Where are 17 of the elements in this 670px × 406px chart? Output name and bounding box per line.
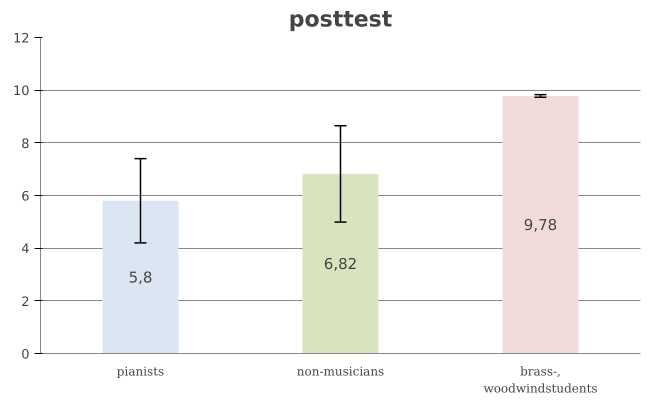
chart-title: posttest <box>288 8 393 32</box>
data-label: 6,82 <box>324 255 358 274</box>
bar <box>102 200 178 354</box>
y-tick-label: 4 <box>21 242 30 258</box>
y-tick-label: 10 <box>12 84 30 100</box>
y-tick-label: 8 <box>21 136 30 152</box>
data-label: 9,78 <box>524 216 558 234</box>
data-label: 5,8 <box>128 268 152 287</box>
y-tick-label: 0 <box>21 348 30 362</box>
x-tick-label: pianists <box>116 364 164 378</box>
x-tick-label: non-musicians <box>296 364 384 378</box>
bar <box>302 174 378 354</box>
bar <box>502 96 578 354</box>
y-tick-label: 12 <box>12 32 30 46</box>
y-tick-label: 2 <box>21 294 30 310</box>
y-tick-label: 6 <box>21 190 30 204</box>
x-tick-label: brass-, woodwindstudents <box>483 364 598 396</box>
